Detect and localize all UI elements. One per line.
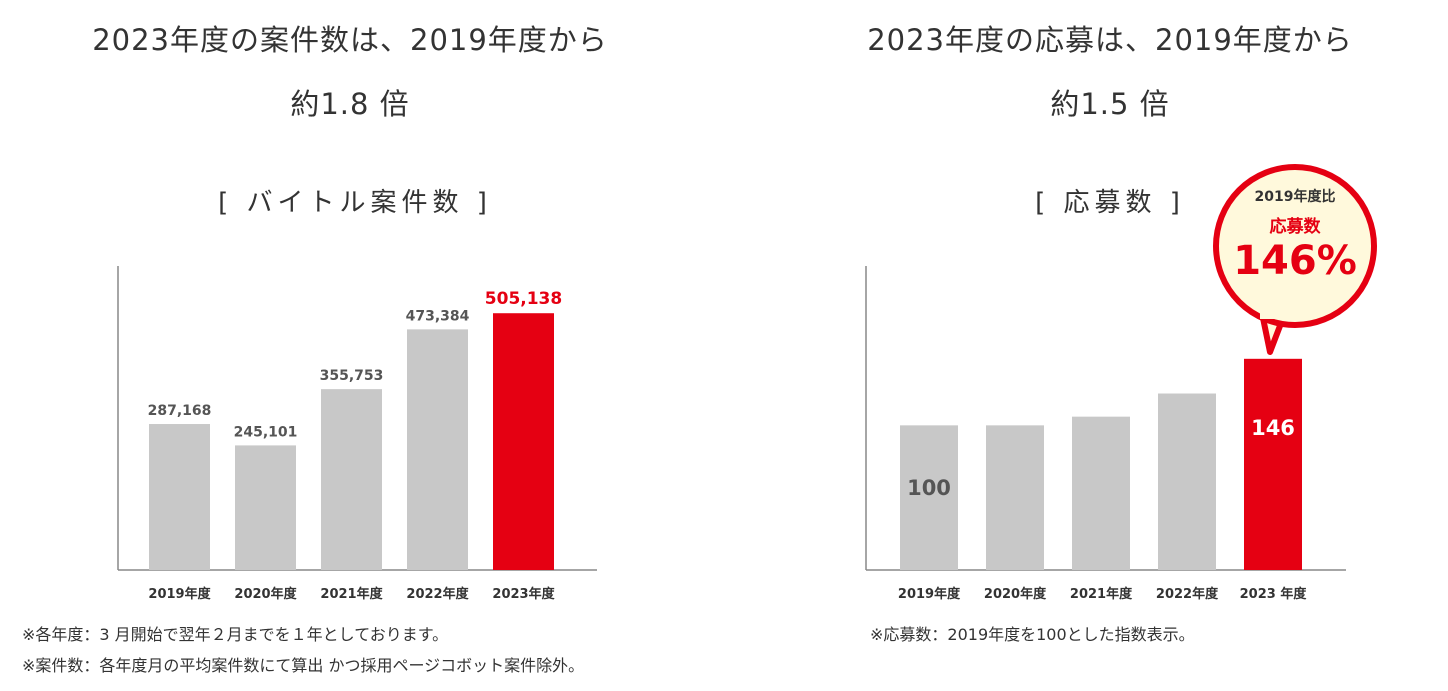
x-tick-label: 2021年度 <box>1070 586 1133 602</box>
bar-2019年度 <box>900 425 958 570</box>
left-notes: ※各年度：3 月開始で翌年２月までを１年としております。 ※案件数：各年度月の平… <box>22 619 584 681</box>
right-heading-line-1: 2023年度の応募は、2019年度から <box>867 23 1353 57</box>
bar-2019年度 <box>149 424 210 570</box>
right-heading-line-2: 約1.5 倍 <box>1050 87 1170 121</box>
callout-line-2: 応募数 <box>1269 217 1321 237</box>
left-note-2: ※案件数：各年度月の平均案件数にて算出 かつ採用ページコボット案件除外。 <box>22 656 585 675</box>
right-notes: ※応募数：2019年度を100とした指数表示。 <box>870 619 1195 650</box>
x-tick-label: 2023 年度 <box>1240 586 1308 602</box>
data-label: 146 <box>1251 416 1295 440</box>
bar-2021年度 <box>1072 416 1130 570</box>
x-tick-label: 2019年度 <box>148 586 211 602</box>
x-tick-label: 2022年度 <box>406 586 469 602</box>
bar-2023 年度 <box>1244 358 1302 570</box>
bar-2023年度 <box>493 313 554 570</box>
x-tick-label: 2020年度 <box>984 586 1047 602</box>
callout-text: 2019年度比 応募数 146% <box>1216 186 1374 285</box>
left-chart-title: [ バイトル案件数 ] <box>218 188 492 218</box>
right-note-1: ※応募数：2019年度を100とした指数表示。 <box>870 625 1195 644</box>
data-label: 100 <box>907 476 951 500</box>
callout-line-1: 2019年度比 <box>1254 189 1336 205</box>
x-tick-label: 2019年度 <box>898 586 961 602</box>
left-note-1: ※各年度：3 月開始で翌年２月までを１年としております。 <box>22 625 449 644</box>
x-tick-label: 2023年度 <box>492 586 555 602</box>
left-heading: 2023年度の案件数は、2019年度から 約1.8 倍 <box>40 8 660 136</box>
data-label: 505,138 <box>485 289 562 309</box>
bar-2020年度 <box>986 425 1044 570</box>
right-chart-title: [ 応募数 ] <box>1035 188 1185 218</box>
callout-value: 146% <box>1233 238 1357 284</box>
x-tick-label: 2021年度 <box>320 586 383 602</box>
bar-2022年度 <box>407 329 468 570</box>
right-heading: 2023年度の応募は、2019年度から 約1.5 倍 <box>800 8 1420 136</box>
data-label: 473,384 <box>406 308 470 324</box>
left-heading-line-1: 2023年度の案件数は、2019年度から <box>92 23 608 57</box>
left-heading-line-2: 約1.8 倍 <box>290 87 410 121</box>
data-label: 287,168 <box>148 403 212 419</box>
bar-2020年度 <box>235 445 296 570</box>
bar-2021年度 <box>321 389 382 570</box>
data-label: 355,753 <box>320 368 384 384</box>
bar-2022年度 <box>1158 393 1216 570</box>
data-label: 245,101 <box>234 424 298 440</box>
x-tick-label: 2022年度 <box>1156 586 1219 602</box>
x-tick-label: 2020年度 <box>234 586 297 602</box>
